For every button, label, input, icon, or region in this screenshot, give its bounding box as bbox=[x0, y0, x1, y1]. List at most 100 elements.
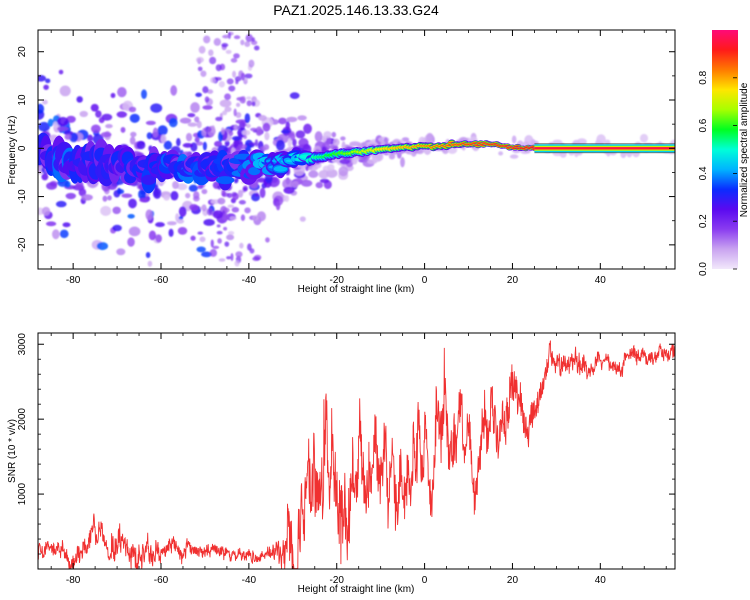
noise-blob bbox=[232, 136, 242, 141]
noise-blob bbox=[148, 261, 153, 267]
noise-blob bbox=[111, 93, 116, 98]
noise-blob bbox=[91, 124, 101, 133]
noise-blob bbox=[57, 127, 69, 131]
spectrogram-x-tick-label: -40 bbox=[242, 275, 257, 286]
snr-x-tick-label: -80 bbox=[66, 575, 81, 586]
colorbar: 0.0 0.2 0.4 0.6 0.8 Normalized spectral ampl… bbox=[698, 30, 750, 276]
noise-blob bbox=[231, 58, 238, 63]
noise-blob bbox=[254, 46, 260, 51]
colorbar-tick-label: 0.4 bbox=[698, 166, 709, 180]
spectrogram-y-tick-label: -10 bbox=[17, 189, 28, 204]
noise-blob bbox=[117, 188, 121, 195]
noise-blob bbox=[234, 109, 237, 117]
noise-blob bbox=[263, 144, 269, 150]
noise-blob bbox=[194, 116, 199, 122]
noise-blob bbox=[153, 127, 158, 137]
figure-title: PAZ1.2025.146.13.33.G24 bbox=[273, 2, 439, 18]
noise-blob bbox=[43, 85, 49, 90]
noise-blob bbox=[199, 46, 206, 54]
noise-blob bbox=[320, 179, 329, 183]
noise-blob bbox=[243, 187, 248, 191]
noise-blob bbox=[300, 216, 306, 221]
spectrogram-x-axis-label: Height of straight line (km) bbox=[298, 284, 415, 295]
noise-blob bbox=[286, 117, 297, 123]
noise-blob bbox=[189, 204, 198, 211]
noise-blob bbox=[224, 93, 231, 100]
noise-blob bbox=[211, 125, 215, 132]
noise-blob bbox=[221, 127, 225, 135]
noise-blob bbox=[243, 135, 247, 139]
noise-blob bbox=[223, 227, 227, 231]
noise-blob bbox=[238, 190, 243, 198]
noise-blob bbox=[195, 137, 200, 142]
noise-blob bbox=[227, 205, 234, 208]
noise-blob bbox=[42, 207, 50, 216]
noise-blob bbox=[210, 77, 216, 83]
noise-blob bbox=[252, 257, 260, 261]
noise-blob bbox=[303, 124, 312, 134]
noise-blob bbox=[190, 236, 195, 241]
noise-blob bbox=[101, 132, 112, 137]
noise-blob bbox=[234, 260, 239, 266]
noise-blob bbox=[235, 251, 242, 257]
noise-blob bbox=[146, 252, 151, 258]
noise-blob bbox=[227, 78, 234, 84]
noise-blob bbox=[203, 142, 207, 151]
noise-blob bbox=[178, 227, 187, 235]
noise-blob bbox=[193, 196, 200, 202]
snr-x-tick-label: -60 bbox=[154, 575, 169, 586]
noise-blob bbox=[640, 134, 648, 143]
noise-blob bbox=[223, 213, 229, 221]
noise-blob bbox=[233, 53, 240, 58]
noise-blob bbox=[91, 104, 99, 112]
noise-blob bbox=[197, 232, 203, 235]
spectrogram-y-tick-label: 20 bbox=[17, 46, 28, 58]
noise-blob bbox=[224, 242, 229, 247]
noise-blob bbox=[129, 107, 136, 113]
noise-blob bbox=[339, 159, 350, 164]
colorbar-label: Normalized spectral amplitude bbox=[739, 82, 750, 217]
colorbar-tick-label: 0.6 bbox=[698, 118, 709, 132]
noise-blob bbox=[153, 188, 162, 199]
noise-blob bbox=[232, 71, 236, 78]
snr-y-tick-label: 1000 bbox=[17, 483, 28, 506]
colorbar-tick-label: 0.2 bbox=[698, 214, 709, 228]
snr-y-axis-label: SNR (10 * v/v) bbox=[7, 419, 18, 483]
noise-blob bbox=[220, 100, 232, 108]
noise-blob bbox=[185, 193, 190, 198]
noise-blob bbox=[145, 209, 152, 220]
noise-blob bbox=[180, 118, 191, 124]
noise-blob bbox=[230, 253, 233, 261]
noise-blob bbox=[297, 115, 306, 120]
noise-blob bbox=[217, 231, 223, 235]
snr-x-axis-label: Height of straight line (km) bbox=[298, 584, 415, 595]
spectrogram-x-tick-label: 0 bbox=[422, 275, 428, 286]
noise-blob bbox=[205, 96, 210, 102]
noise-blob bbox=[245, 113, 250, 123]
noise-blob bbox=[232, 207, 239, 213]
snr-x-tick-label: -40 bbox=[242, 575, 257, 586]
noise-blob bbox=[215, 117, 222, 121]
noise-blob bbox=[56, 201, 67, 207]
noise-blob bbox=[208, 49, 213, 56]
noise-blob bbox=[46, 221, 56, 226]
noise-blob bbox=[179, 206, 187, 217]
noise-blob bbox=[210, 249, 217, 257]
noise-blob bbox=[158, 125, 168, 135]
noise-blob bbox=[169, 229, 174, 237]
noise-blob bbox=[60, 85, 71, 96]
spectrogram-x-tick-label: -60 bbox=[154, 275, 169, 286]
noise-blob bbox=[163, 195, 170, 201]
noise-blob bbox=[222, 190, 225, 197]
noise-blob bbox=[150, 103, 162, 112]
noise-blob bbox=[127, 214, 134, 219]
noise-blob bbox=[60, 230, 69, 238]
noise-blob bbox=[226, 256, 231, 259]
spectrogram-chart: -80 -60 -40 -20 0 20 40 -20 -10 0 10 20 Height of … bbox=[7, 30, 679, 295]
noise-blob bbox=[226, 234, 234, 240]
spectrogram-y-tick-label: 0 bbox=[17, 145, 28, 151]
noise-blob bbox=[121, 193, 132, 197]
noise-blob bbox=[234, 124, 238, 131]
noise-blob bbox=[164, 141, 172, 150]
noise-blob bbox=[203, 36, 210, 44]
